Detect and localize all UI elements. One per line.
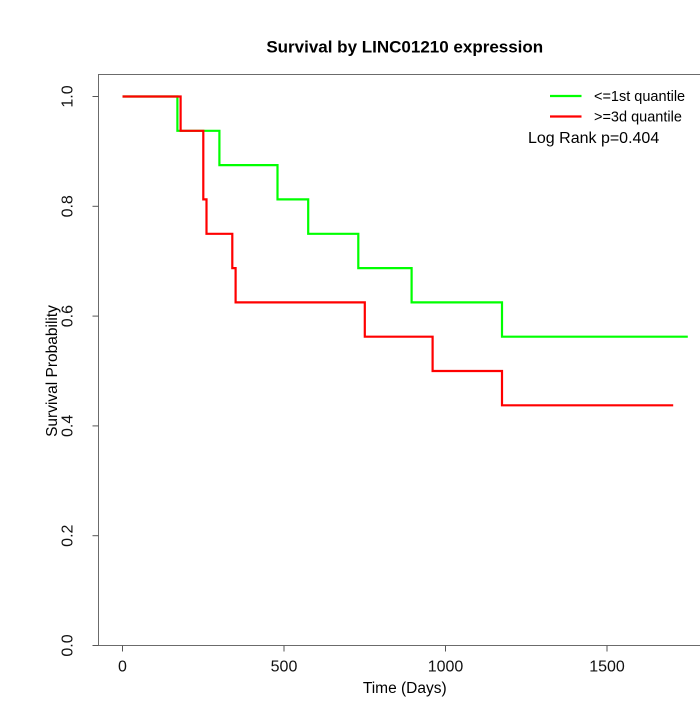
x-tick-label: 0: [118, 659, 127, 676]
y-tick-label: 0.6: [60, 305, 77, 327]
y-tick-label: 0.8: [60, 195, 77, 217]
x-tick-label: 500: [271, 659, 298, 676]
log-rank-annotation: Log Rank p=0.404: [528, 130, 659, 147]
y-axis-label: Survival Probability: [44, 305, 61, 437]
y-tick-label: 0.2: [60, 524, 77, 546]
chart-title: Survival by LINC01210 expression: [266, 38, 543, 57]
legend-label: <=1st quantile: [594, 89, 685, 105]
x-tick-label: 1500: [589, 659, 625, 676]
legend-label: >=3d quantile: [594, 109, 682, 125]
plot-border: [99, 75, 700, 646]
survival-plot-figure: 0 500 1000 1500 0.0 0.2 0.4 0.6 0.8 1.0 Survival b…: [40, 16, 700, 716]
y-tick-label: 0.0: [60, 634, 77, 656]
kaplan-meier-chart: 0 500 1000 1500 0.0 0.2 0.4 0.6 0.8 1.0 Survival b…: [40, 16, 700, 716]
y-tick-label: 1.0: [60, 85, 77, 107]
x-tick-label: 1000: [428, 659, 464, 676]
y-tick-label: 0.4: [60, 415, 77, 437]
x-axis-label: Time (Days): [363, 680, 447, 697]
